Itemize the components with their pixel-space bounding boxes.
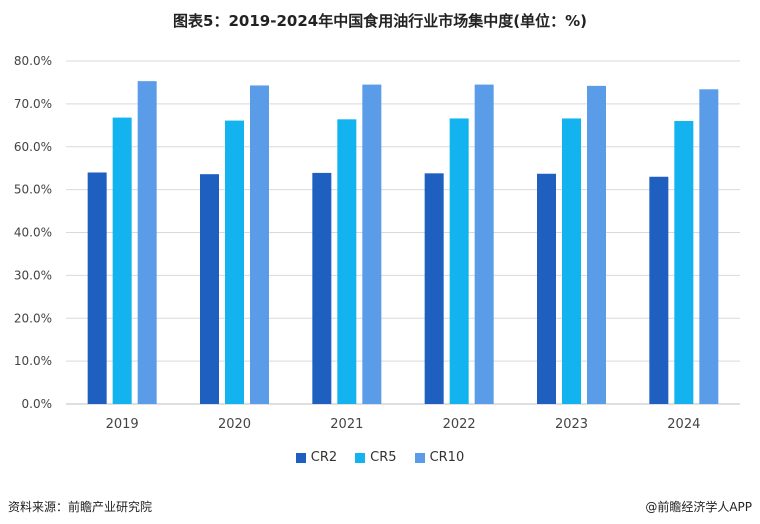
y-tick-label: 0.0% bbox=[22, 397, 53, 411]
y-tick-label: 10.0% bbox=[14, 354, 52, 368]
y-tick-label: 30.0% bbox=[14, 268, 52, 282]
y-tick-label: 70.0% bbox=[14, 97, 52, 111]
bar-cr2-2020 bbox=[200, 174, 219, 404]
bar-cr10-2019 bbox=[137, 81, 157, 405]
x-axis: 2019 2020 2021 2022 2023 2024 bbox=[106, 417, 701, 432]
y-tick-label: 80.0% bbox=[14, 54, 52, 68]
bars bbox=[87, 81, 719, 405]
y-tick-label: 20.0% bbox=[14, 311, 52, 325]
bar-cr5-2024 bbox=[674, 121, 694, 405]
legend-item-cr10: CR10 bbox=[414, 450, 465, 465]
legend-label: CR5 bbox=[370, 450, 397, 465]
bar-cr2-2024 bbox=[649, 176, 669, 404]
bar-cr5-2023 bbox=[562, 118, 581, 404]
bar-cr2-2019 bbox=[87, 172, 107, 404]
legend-swatch bbox=[355, 452, 366, 463]
legend: CR2 CR5 CR10 bbox=[0, 450, 760, 465]
bar-cr10-2022 bbox=[474, 84, 494, 405]
grid-lines bbox=[66, 60, 740, 405]
x-tick-label: 2021 bbox=[330, 417, 363, 432]
y-tick-label: 50.0% bbox=[14, 183, 52, 197]
bar-cr5-2022 bbox=[449, 118, 469, 404]
x-tick-label: 2020 bbox=[218, 417, 251, 432]
legend-label: CR2 bbox=[310, 450, 338, 465]
x-tick-label: 2024 bbox=[667, 417, 700, 432]
bar-cr5-2021 bbox=[337, 119, 357, 404]
chart-title: 图表5：2019-2024年中国食用油行业市场集中度(单位：%) bbox=[173, 12, 587, 30]
y-tick-label: 60.0% bbox=[14, 140, 52, 154]
brand-note: @前瞻经济学人APP bbox=[645, 500, 752, 514]
bar-cr10-2023 bbox=[587, 85, 606, 405]
y-tick-label: 40.0% bbox=[14, 226, 52, 240]
legend-item-cr5: CR5 bbox=[355, 450, 397, 465]
x-tick-label: 2023 bbox=[555, 417, 588, 432]
legend-swatch bbox=[295, 452, 306, 463]
bar-cr10-2024 bbox=[699, 89, 719, 405]
bar-cr5-2019 bbox=[112, 117, 132, 404]
bar-cr5-2020 bbox=[225, 120, 244, 404]
source-note: 资料来源：前瞻产业研究院 bbox=[8, 500, 153, 514]
legend-item-cr2: CR2 bbox=[295, 450, 338, 465]
x-tick-label: 2019 bbox=[106, 417, 139, 432]
bar-cr2-2023 bbox=[537, 173, 556, 404]
bar-cr2-2021 bbox=[312, 172, 332, 404]
x-tick-label: 2022 bbox=[443, 417, 476, 432]
bar-cr2-2022 bbox=[424, 173, 444, 404]
legend-label: CR10 bbox=[429, 450, 465, 465]
legend-swatch bbox=[414, 452, 425, 463]
bar-cr10-2020 bbox=[250, 85, 269, 404]
y-axis: 0.0% 10.0% 20.0% 30.0% 40.0% 50.0% 60.0% 70.0% 8… bbox=[14, 54, 52, 411]
bar-cr10-2021 bbox=[362, 84, 382, 405]
